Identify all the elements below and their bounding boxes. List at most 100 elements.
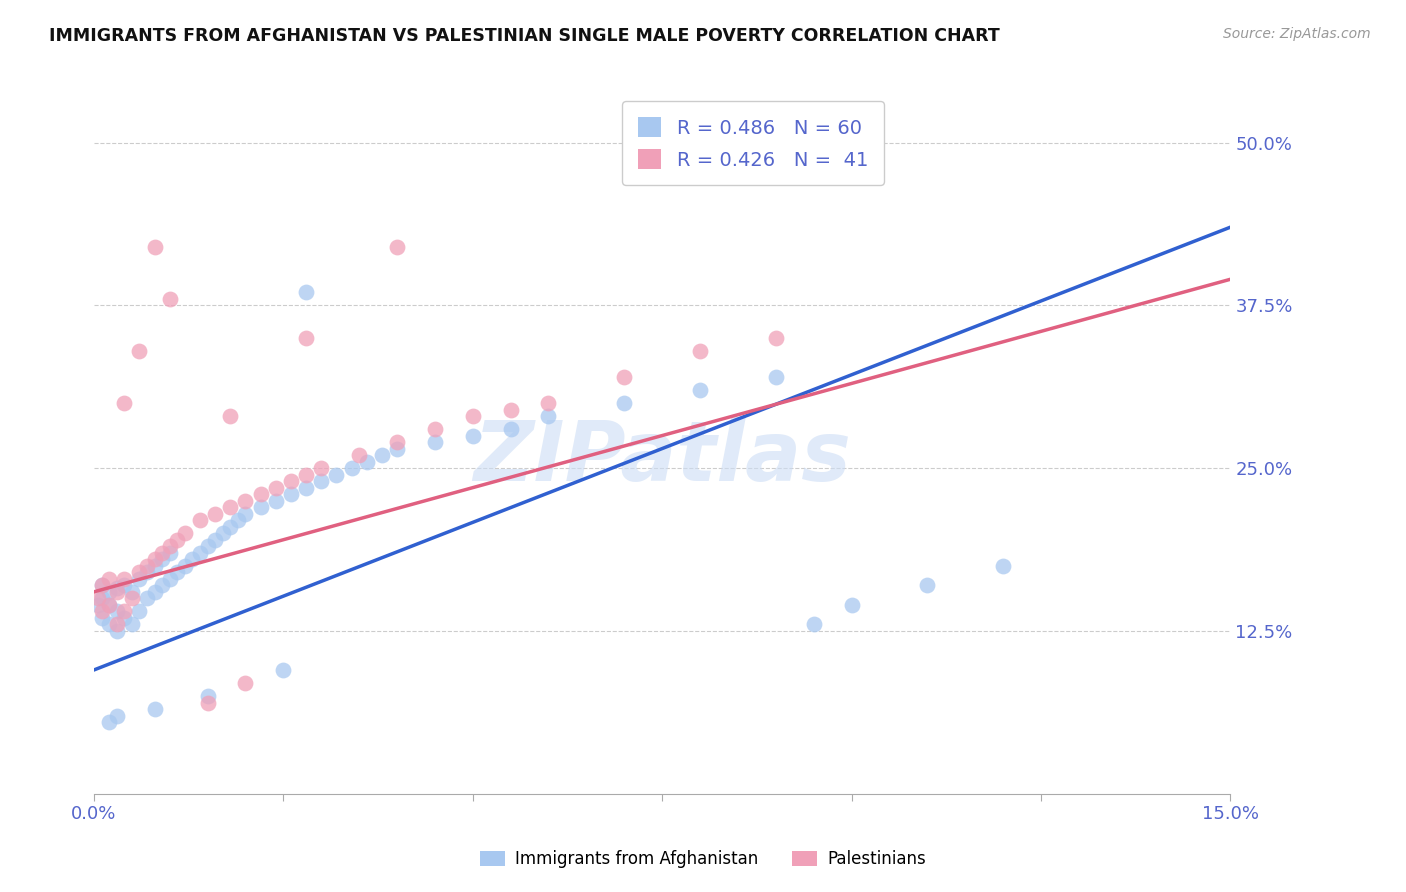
Point [173,526,195,541]
Point [166,533,188,547]
Point [136,558,159,573]
Text: Source: ZipAtlas.com: Source: ZipAtlas.com [1223,27,1371,41]
Point [159,292,181,306]
Point [295,331,318,345]
Point [143,558,166,573]
Point [166,566,188,580]
Point [143,584,166,599]
Point [136,566,159,580]
Point [537,409,560,423]
Point [143,702,166,716]
Point [264,493,287,508]
Point [280,474,302,488]
Point [295,481,318,495]
Point [90,578,112,592]
Point [181,552,204,566]
Point [235,676,257,690]
Point [112,572,135,586]
Point [86,598,108,612]
Point [689,383,711,397]
Point [112,611,135,625]
Point [325,467,347,482]
Point [765,331,787,345]
Point [98,572,121,586]
Point [143,240,166,254]
Point [98,584,121,599]
Point [204,507,226,521]
Point [159,539,181,553]
Point [235,493,257,508]
Point [841,598,863,612]
Point [423,435,446,450]
Point [197,689,219,703]
Point [499,422,522,436]
Point [98,598,121,612]
Point [613,396,636,410]
Point [86,591,108,606]
Point [98,714,121,729]
Point [150,546,173,560]
Point [159,546,181,560]
Point [613,370,636,384]
Point [249,500,271,515]
Point [385,442,408,456]
Point [264,481,287,495]
Point [173,558,195,573]
Point [235,507,257,521]
Point [219,409,242,423]
Point [188,546,211,560]
Point [249,487,271,501]
Point [295,285,318,300]
Point [917,578,939,592]
Point [112,396,135,410]
Point [385,435,408,450]
Point [128,566,150,580]
Point [461,428,484,442]
Point [128,604,150,618]
Point [136,591,159,606]
Point [371,448,394,462]
Point [340,461,363,475]
Point [461,409,484,423]
Point [803,129,825,144]
Point [803,617,825,632]
Point [150,578,173,592]
Point [347,448,370,462]
Point [211,526,233,541]
Point [98,617,121,632]
Point [143,552,166,566]
Point [90,611,112,625]
Point [128,572,150,586]
Point [689,343,711,358]
Point [128,343,150,358]
Point [765,370,787,384]
Text: IMMIGRANTS FROM AFGHANISTAN VS PALESTINIAN SINGLE MALE POVERTY CORRELATION CHART: IMMIGRANTS FROM AFGHANISTAN VS PALESTINI… [49,27,1000,45]
Point [90,604,112,618]
Point [121,584,143,599]
Point [273,663,295,677]
Point [219,500,242,515]
Point [280,487,302,501]
Point [105,708,128,723]
Point [197,539,219,553]
Text: ZIPatlas: ZIPatlas [474,417,851,498]
Point [90,578,112,592]
Point [159,572,181,586]
Point [423,422,446,436]
Point [90,591,112,606]
Point [309,474,332,488]
Point [226,513,249,527]
Point [112,578,135,592]
Legend: Immigrants from Afghanistan, Palestinians: Immigrants from Afghanistan, Palestinian… [474,844,932,875]
Point [991,558,1014,573]
Point [309,461,332,475]
Point [188,513,211,527]
Legend: R = 0.486   N = 60, R = 0.426   N =  41: R = 0.486 N = 60, R = 0.426 N = 41 [623,102,884,186]
Point [295,467,318,482]
Point [356,454,378,468]
Point [197,696,219,710]
Point [121,617,143,632]
Point [112,604,135,618]
Point [499,402,522,417]
Point [105,581,128,595]
